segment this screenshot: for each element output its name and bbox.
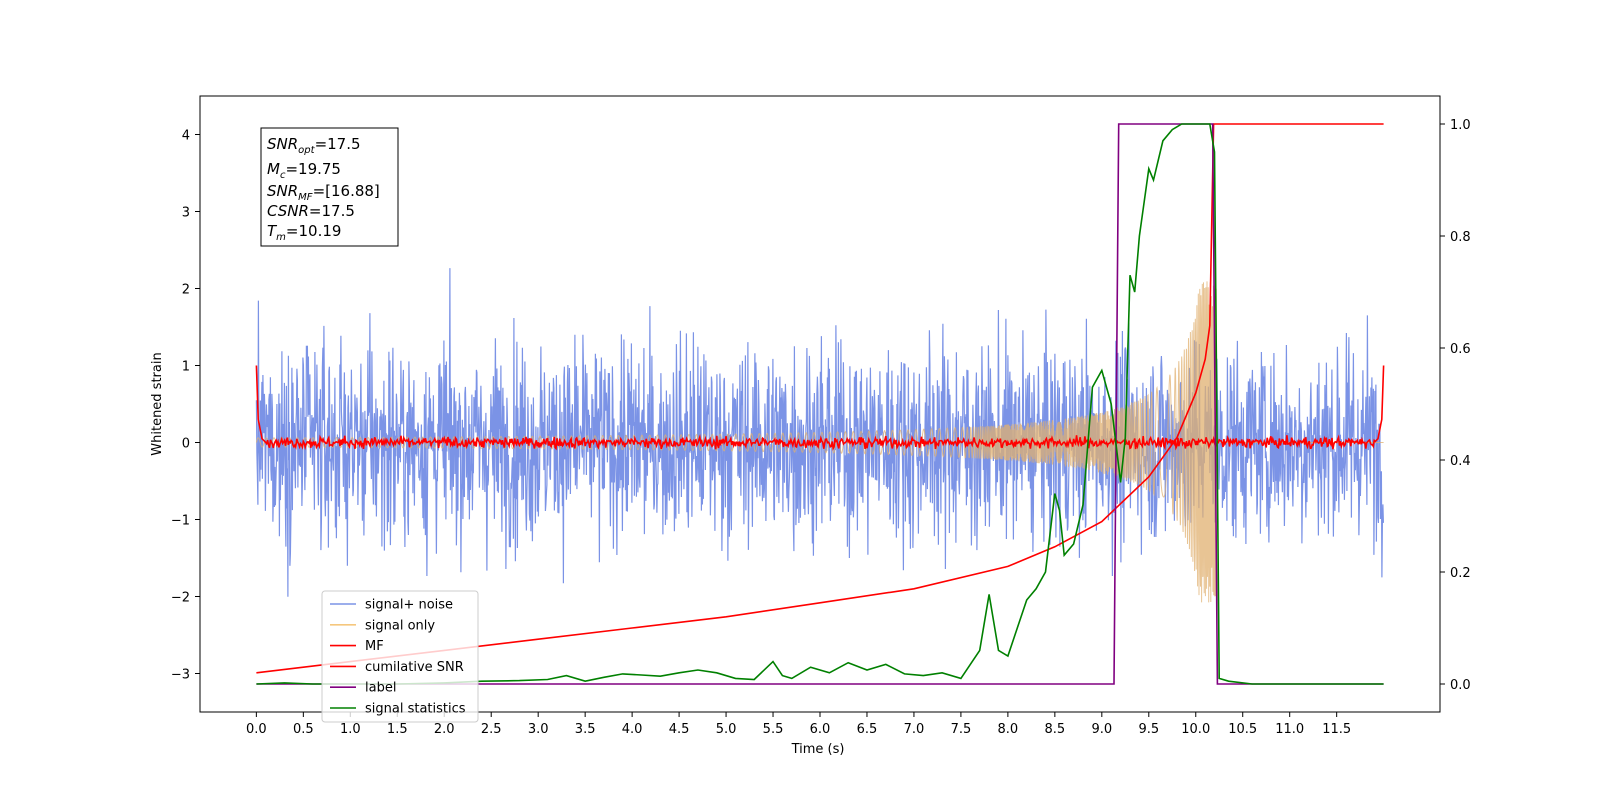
y-right-tick-label: 0.2 [1450, 566, 1471, 581]
legend-label: signal statistics [365, 702, 466, 717]
x-tick-label: 9.5 [1138, 722, 1159, 737]
y-left-tick-label: −3 [171, 668, 190, 683]
y-right-tick-label: 1.0 [1450, 118, 1471, 133]
y-left-tick-label: 0 [182, 437, 190, 452]
x-tick-label: 5.0 [716, 722, 737, 737]
x-tick-label: 6.5 [857, 722, 878, 737]
y-right-tick-label: 0.6 [1450, 342, 1471, 357]
y-left-tick-label: 2 [182, 283, 190, 298]
x-tick-label: 9.0 [1091, 722, 1112, 737]
info-snr-mf-base: SNR [267, 182, 298, 200]
info-tm-value: =10.19 [286, 222, 342, 240]
legend-label: signal only [365, 618, 435, 633]
info-snr-opt: SNRopt=17.5 [267, 135, 361, 156]
info-snr-opt-sub: opt [298, 145, 315, 156]
info-mc: Mc=19.75 [267, 160, 341, 181]
info-mc-sub: c [280, 170, 286, 181]
x-tick-label: 3.5 [575, 722, 596, 737]
info-csnr-value: =17.5 [309, 202, 355, 220]
series-label-line [256, 123, 1384, 685]
x-tick-label: 7.0 [904, 722, 925, 737]
x-tick-label: 11.5 [1322, 722, 1351, 737]
info-mc-value: =19.75 [285, 160, 341, 178]
info-tm-sub: m [276, 232, 286, 243]
x-tick-label: 7.5 [951, 722, 972, 737]
x-tick-label: 1.0 [340, 722, 361, 737]
info-box: SNRopt=17.5 Mc=19.75 SNRMF=[16.88] CSNR=… [260, 127, 399, 247]
y-left-tick-label: 1 [182, 360, 190, 375]
legend-frame [321, 590, 479, 723]
y-left-tick-label: 4 [182, 129, 190, 144]
y-right-tick-label: 0.4 [1450, 454, 1471, 469]
legend-label: cumilative SNR [365, 660, 464, 675]
info-csnr: CSNR=17.5 [267, 202, 355, 220]
series-signal-statistics-line [256, 123, 1384, 685]
x-tick-label: 8.0 [998, 722, 1019, 737]
y-left-tick-label: −1 [171, 514, 190, 529]
series-mf-line [255, 365, 1385, 451]
legend-label: signal+ noise [365, 598, 453, 613]
y-axis-label: Whitened strain [150, 352, 165, 455]
x-tick-label: 10.0 [1181, 722, 1210, 737]
x-tick-label: 11.0 [1275, 722, 1304, 737]
x-tick-label: 4.5 [669, 722, 690, 737]
info-snr-mf-value: =[16.88] [313, 182, 380, 200]
x-tick-label: 6.0 [810, 722, 831, 737]
x-tick-label: 8.5 [1045, 722, 1066, 737]
x-tick-label: 10.5 [1228, 722, 1257, 737]
y-left-tick-label: −2 [171, 591, 190, 606]
legend: signal+ noise signal only MF cumilative SNR… [321, 590, 479, 723]
info-snr-opt-value: =17.5 [315, 135, 361, 153]
y-right-tick-label: 0.0 [1450, 678, 1471, 693]
x-tick-label: 2.5 [481, 722, 502, 737]
info-mc-base: M [267, 160, 280, 178]
info-snr-mf-sub: MF [298, 192, 313, 203]
y-left-tick-label: 3 [182, 206, 190, 221]
x-tick-label: 5.5 [763, 722, 784, 737]
axis-ticks: 0.0 0.5 1.0 1.5 2.0 2.5 3.0 3.5 4.0 4.5 5.0 5.5 6.0 6… [171, 118, 1471, 737]
series-cumulative-snr-line [256, 123, 1384, 674]
x-tick-label: 0.0 [246, 722, 267, 737]
x-tick-label: 2.0 [434, 722, 455, 737]
info-snr-opt-base: SNR [267, 135, 298, 153]
info-csnr-base: CSNR [267, 202, 309, 220]
legend-label: MF [365, 639, 384, 654]
plot-area [255, 123, 1385, 685]
info-box-frame [260, 127, 399, 247]
x-tick-label: 1.5 [387, 722, 408, 737]
info-snr-mf: SNRMF=[16.88] [267, 182, 380, 203]
x-tick-label: 3.0 [528, 722, 549, 737]
x-tick-label: 4.0 [622, 722, 643, 737]
info-tm-base: T [267, 222, 278, 240]
y-right-tick-label: 0.8 [1450, 230, 1471, 245]
x-axis-label: Time (s) [791, 742, 845, 757]
info-tm: Tm=10.19 [267, 222, 341, 243]
x-tick-label: 0.5 [293, 722, 314, 737]
legend-label: label [365, 681, 396, 696]
